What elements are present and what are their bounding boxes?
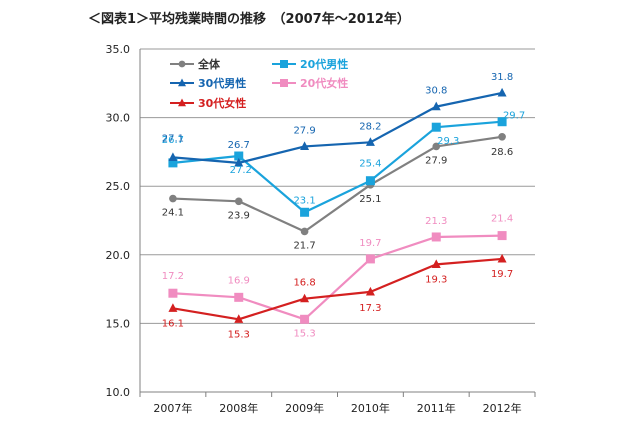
marker-f30 [365,286,375,296]
y-tick-label: 25.0 [106,180,131,193]
x-tick-label: 2007年 [153,401,192,415]
data-label-all: 21.7 [293,240,315,251]
legend-marker-f20 [280,79,288,87]
data-label-f20: 19.7 [359,238,381,249]
marker-f30 [300,293,310,303]
marker-m30 [497,87,507,97]
marker-m30 [234,157,244,167]
legend-label-f20: 20代女性 [300,76,348,90]
data-label-m30: 30.8 [425,86,447,97]
series-line-f20 [172,234,503,321]
y-tick-label: 35.0 [106,43,131,56]
series-line-m30 [172,91,503,164]
data-label-m30: 26.7 [228,140,250,151]
y-tick-label: 15.0 [106,317,131,330]
data-label-f20: 16.9 [228,275,250,286]
marker-f30 [234,314,244,323]
marker-all [234,197,243,206]
marker-m30 [431,101,441,111]
data-label-all: 23.9 [228,210,250,221]
data-label-all: 24.1 [162,208,184,219]
legend-label-all: 全体 [197,57,221,71]
marker-m30 [300,141,310,151]
series-lines [172,91,503,321]
data-label-m20: 26.7 [162,135,184,146]
legend-marker-m30 [178,78,186,87]
data-label-m20: 23.1 [293,195,315,206]
series-line-all [172,135,503,233]
data-labels: 24.1 23.9 21.7 25.1 27.9 28.6 26.7 27.2 23.1 25.4… [162,72,525,340]
legend-marker-m20 [280,60,288,68]
axes: 10.0 15.0 20.0 25.0 30.0 35.0 2007年 2008年 2009年 2… [106,43,536,415]
data-label-m20: 29.3 [437,136,459,147]
legend-label-f30: 30代女性 [198,96,246,110]
marker-m20 [234,151,244,161]
marker-f30 [431,259,441,269]
marker-m20 [497,117,507,127]
x-tick-label: 2008年 [219,401,258,415]
y-tick-label: 30.0 [106,112,131,125]
series-markers [168,87,507,324]
marker-m20 [300,207,310,217]
marker-f20 [431,232,441,242]
data-label-m20: 27.2 [230,165,252,176]
marker-all [498,132,506,141]
data-label-f30: 19.3 [425,274,447,285]
legend-label-m30: 30代男性 [198,76,246,90]
marker-m30 [365,137,375,146]
marker-all [432,142,441,151]
marker-m20 [168,158,178,168]
data-label-f20: 15.3 [293,328,315,339]
data-label-m30: 28.2 [359,121,381,132]
marker-f30 [168,303,178,312]
chart-title: ＜図表1＞平均残業時間の推移 （2007年～2012年） [88,12,410,27]
data-label-f20: 17.2 [162,271,184,282]
data-label-f20: 21.4 [491,214,513,225]
marker-all [300,227,309,236]
data-label-m20: 25.4 [359,159,381,170]
legend-marker-f30 [178,98,186,107]
legend-marker-all [178,60,186,68]
marker-f20 [168,288,178,298]
data-label-f20: 21.3 [425,216,447,227]
x-tick-label: 2012年 [483,401,522,415]
data-label-m30: 27.1 [162,133,184,144]
series-line-m20 [172,120,503,214]
data-label-m20: 29.7 [503,111,525,122]
marker-f20 [300,314,310,324]
marker-f30 [497,253,507,263]
data-label-f30: 16.8 [293,278,315,289]
data-label-f30: 17.3 [359,303,381,314]
marker-all [169,194,177,203]
marker-m30 [168,152,178,161]
marker-m20 [431,122,441,132]
data-label-all: 27.9 [425,155,447,166]
legend-label-m20: 20代男性 [300,57,348,71]
legend: 全体 20代男性 30代男性 20代女性 30代女性 [170,57,348,110]
data-label-m30: 27.9 [293,125,315,136]
series-line-f30 [172,257,503,321]
data-label-f30: 19.7 [491,269,513,280]
x-tick-label: 2009年 [285,401,324,415]
data-label-all: 25.1 [359,194,381,205]
x-tick-label: 2011年 [417,401,456,415]
marker-m20 [365,176,375,186]
marker-f20 [234,292,244,302]
marker-f20 [497,231,507,241]
marker-f20 [365,254,375,264]
y-tick-label: 10.0 [106,386,131,399]
data-label-f30: 15.3 [228,329,250,340]
data-label-m30: 31.8 [491,72,513,83]
data-label-f30: 16.1 [162,318,184,329]
x-tick-label: 2010年 [351,401,390,415]
y-tick-label: 20.0 [106,249,131,262]
data-label-all: 28.6 [491,147,513,158]
